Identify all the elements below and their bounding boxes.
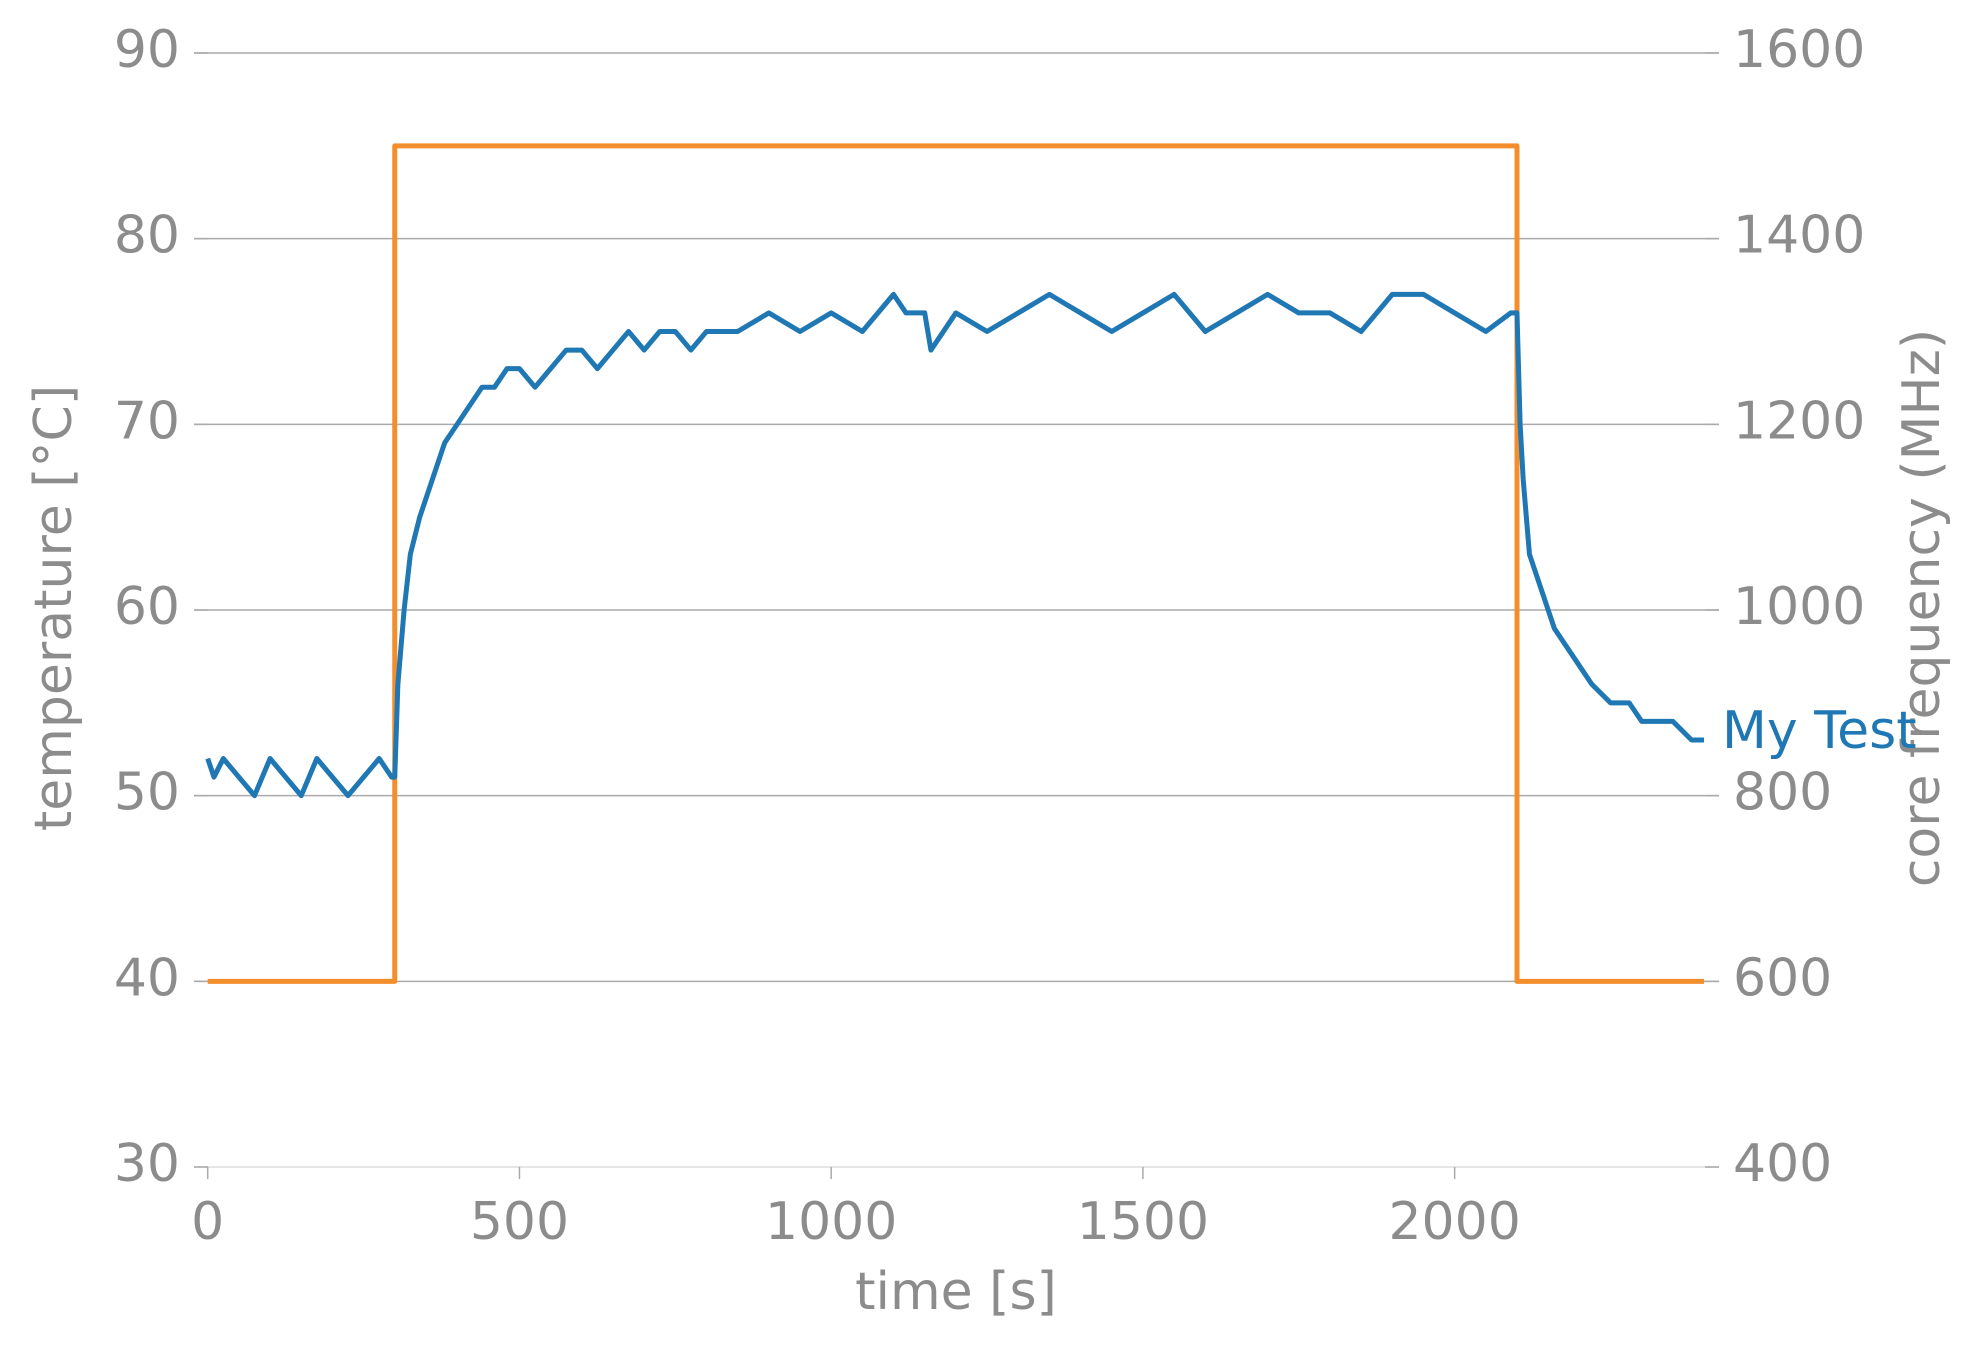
x-tick-label: 1500 — [1077, 1192, 1209, 1252]
y-tick-label: 70 — [114, 391, 180, 451]
series-line — [205, 291, 1705, 799]
y2-tick-label: 1000 — [1733, 577, 1865, 637]
y2-tick-label: 1600 — [1733, 20, 1865, 80]
y-tick-label: 50 — [114, 763, 180, 823]
x-tick-label: 1000 — [765, 1192, 897, 1252]
y2-tick-label: 400 — [1733, 1134, 1832, 1194]
x-axis-label: time [s] — [855, 1262, 1057, 1322]
y2-tick-label: 600 — [1733, 948, 1832, 1008]
y-tick-label: 60 — [114, 577, 180, 637]
series-line — [207, 143, 1705, 984]
y-axis-label: temperature [°C] — [24, 385, 84, 831]
x-tick-label: 0 — [191, 1192, 224, 1252]
y-tick-label: 90 — [114, 20, 180, 80]
x-tick-label: 2000 — [1388, 1192, 1520, 1252]
y-tick-label: 30 — [114, 1134, 180, 1194]
series-label: My Test — [1722, 701, 1917, 761]
y-tick-label: 80 — [114, 206, 180, 266]
y2-tick-label: 1200 — [1733, 391, 1865, 451]
y2-axis-label: core frequency (MHz) — [1892, 329, 1952, 887]
y2-tick-label: 1400 — [1733, 206, 1865, 266]
y2-tick-label: 800 — [1733, 763, 1832, 823]
y-tick-label: 40 — [114, 948, 180, 1008]
x-tick-label: 500 — [470, 1192, 569, 1252]
